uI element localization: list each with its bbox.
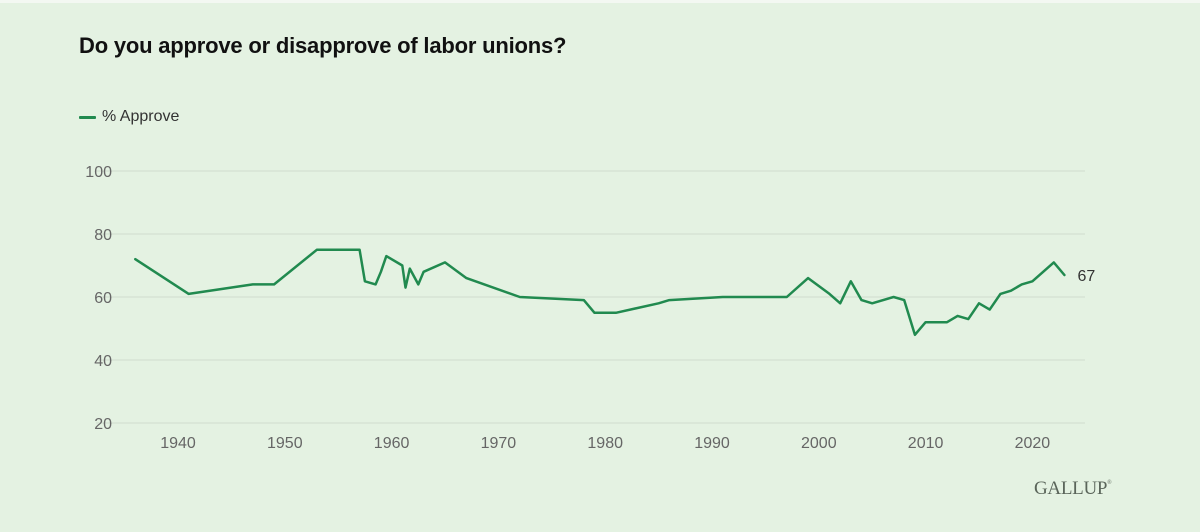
x-tick-label: 1990 (694, 435, 730, 452)
x-tick-label: 1960 (374, 435, 410, 452)
y-tick-label: 40 (94, 353, 112, 370)
chart-title: Do you approve or disapprove of labor un… (79, 33, 567, 58)
y-tick-label: 80 (94, 227, 112, 244)
legend-swatch-approve (79, 115, 96, 119)
y-gridlines (96, 170, 1085, 424)
legend-label-approve: % Approve (102, 108, 180, 125)
gallup-logo[interactable]: GALLUP® (1034, 478, 1112, 500)
x-axis-ticks: 1940 1950 1960 1970 1980 1990 2000 2010 2020 (160, 435, 1050, 452)
approve-series-line[interactable] (134, 248, 1066, 337)
x-tick-label: 1940 (160, 435, 196, 452)
x-tick-label: 2000 (801, 435, 837, 452)
x-tick-label: 1950 (267, 435, 303, 452)
registered-mark: ® (1107, 480, 1112, 486)
brand-text: GALLUP (1034, 478, 1108, 499)
legend[interactable]: % Approve (79, 108, 179, 126)
x-tick-label: 2010 (908, 435, 944, 452)
end-value-label: 67 (1077, 268, 1095, 285)
y-tick-label: 60 (94, 290, 112, 307)
y-tick-label: 20 (94, 416, 112, 433)
x-tick-label: 1980 (587, 435, 623, 452)
x-tick-label: 2020 (1015, 435, 1051, 452)
y-axis-ticks: 20 40 60 80 100 (85, 164, 112, 433)
y-tick-label: 100 (85, 164, 112, 181)
x-tick-label: 1970 (481, 435, 517, 452)
